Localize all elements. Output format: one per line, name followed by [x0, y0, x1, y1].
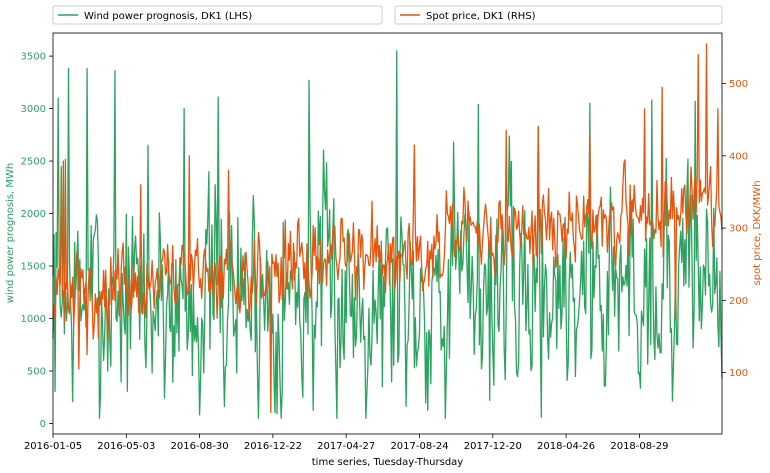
x-tick-label: 2018-04-26 [537, 441, 595, 452]
series-layer [52, 43, 723, 419]
x-tick-label: 2018-08-29 [610, 441, 668, 452]
x-tick-label: 2016-05-03 [97, 441, 155, 452]
y-right-tick-label: 400 [729, 151, 748, 162]
y-axis-right-label: spot price, DKK/MWh [752, 180, 763, 285]
y-right-tick-label: 500 [729, 79, 748, 90]
x-tick-label: 2017-08-24 [390, 441, 448, 452]
y-left-tick-label: 1000 [21, 314, 46, 325]
series-line-wind [52, 50, 723, 419]
x-tick-label: 2016-01-05 [24, 441, 82, 452]
plot-frame [52, 32, 723, 435]
x-axis: 2016-01-05 2016-05-03 2016-08-30 2016-12-22… [24, 434, 668, 452]
y-left-tick-label: 500 [27, 367, 46, 378]
legend-box-wind [52, 5, 383, 25]
y-right-tick-label: 200 [729, 296, 748, 307]
series-line-price [52, 43, 723, 413]
legend-label-wind: Wind power prognosis, DK1 (LHS) [84, 11, 252, 22]
legend: Wind power prognosis, DK1 (LHS) Spot pri… [52, 5, 723, 25]
x-axis-label: time series, Tuesday-Thursday [312, 457, 464, 468]
y-left-tick-label: 3500 [21, 52, 46, 63]
y-left-tick-label: 1500 [21, 262, 46, 273]
y-axis-right: 100 200 300 400 500 [722, 79, 748, 379]
legend-label-price: Spot price, DK1 (RHS) [426, 11, 536, 22]
y-axis-left-label: wind power prognosis, MWh [5, 163, 16, 303]
x-tick-label: 2017-04-27 [317, 441, 375, 452]
y-left-tick-label: 0 [40, 419, 46, 430]
x-tick-label: 2016-12-22 [244, 441, 302, 452]
y-axis-left: 0 500 1000 1500 2000 2500 3000 3500 [21, 52, 53, 430]
y-right-tick-label: 100 [729, 368, 748, 379]
legend-box-price [394, 5, 723, 25]
y-left-tick-label: 2500 [21, 157, 46, 168]
y-right-tick-label: 300 [729, 224, 748, 235]
y-left-tick-label: 2000 [21, 209, 46, 220]
y-left-tick-label: 3000 [21, 104, 46, 115]
x-tick-label: 2016-08-30 [171, 441, 229, 452]
x-tick-label: 2017-12-20 [464, 441, 522, 452]
